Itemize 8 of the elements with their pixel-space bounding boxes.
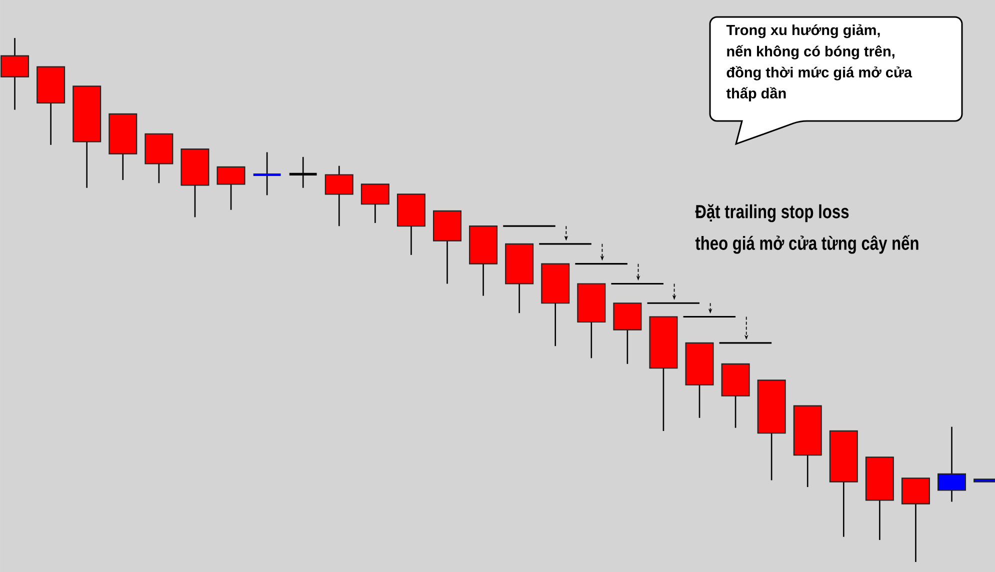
- annotation: thấp dần: [726, 87, 786, 102]
- annotation: nến không có bóng trên,: [727, 45, 894, 60]
- annotation: Trong xu hướng giảm,: [726, 24, 880, 38]
- candlestick: [288, 156, 318, 188]
- candlestick: [252, 152, 282, 196]
- annotation: đồng thời mức giá mở cửa: [726, 66, 912, 80]
- annotation: Đặt trailing stop loss: [695, 204, 849, 222]
- annotation: theo giá mở cửa từng cây nến: [695, 235, 918, 254]
